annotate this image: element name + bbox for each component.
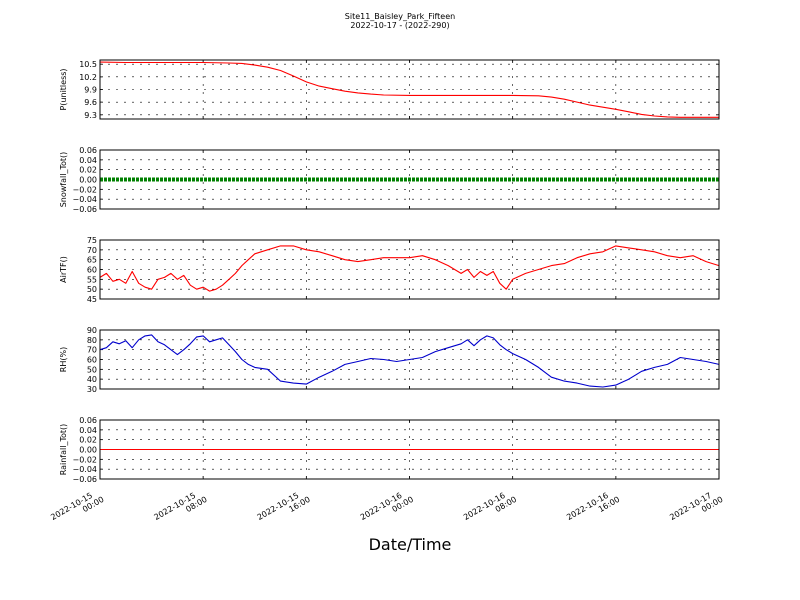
x-tick-label: 2022-10-1616:00 [565, 487, 621, 530]
y-tick-label: 0.04 [79, 426, 97, 435]
y-axis-label: Rainfall_Tot() [59, 424, 68, 476]
y-tick-label: 9.9 [84, 86, 97, 95]
y-tick-label: 10.5 [79, 60, 97, 69]
y-tick-label: 0.00 [79, 176, 97, 185]
panel-frame [99, 419, 720, 480]
x-tick-label: 2022-10-1516:00 [256, 487, 312, 530]
y-axis-label: Snowfall_Tot() [59, 152, 68, 208]
series-line [99, 61, 719, 118]
y-tick-label: −0.02 [72, 455, 97, 464]
figure-title: Site11_Baisley_Park_Fifteen [345, 12, 455, 21]
panel-2: 0.060.040.020.00−0.02−0.04−0.06 Snowfall_… [59, 146, 720, 214]
y-tick-label: 0.00 [79, 446, 97, 455]
y-tick-label: 45 [87, 295, 97, 304]
y-tick-label: 55 [87, 275, 97, 284]
y-tick-label: 0.06 [79, 416, 97, 425]
chart-panels: 10.510.29.99.69.3P(unitless)0.060.040.02… [59, 59, 720, 484]
y-tick-label: 65 [87, 256, 97, 265]
y-tick-label: 60 [87, 356, 97, 365]
x-tick-label: 2022-10-1508:00 [152, 487, 208, 530]
y-tick-label: 0.02 [79, 166, 97, 175]
y-tick-label: 40 [87, 375, 97, 384]
y-tick-label: −0.06 [72, 205, 97, 214]
panel-1: 10.5 10.2 9.9 9.6 9.3 P(unitless) [59, 59, 720, 120]
panel-frame [99, 329, 720, 390]
x-tick-label: 2022-10-1500:00 [49, 487, 105, 530]
y-axis-label: AirTF() [59, 256, 68, 283]
panel-frame [99, 239, 720, 300]
y-tick-label: 70 [87, 346, 97, 355]
x-tick-label: 2022-10-1608:00 [462, 487, 518, 530]
x-axis-label: Date/Time [369, 535, 452, 554]
y-tick-label: 75 [87, 236, 97, 245]
y-tick-label: −0.04 [72, 195, 97, 204]
y-tick-label: 90 [87, 326, 97, 335]
y-tick-label: 50 [87, 285, 97, 294]
x-tick-label: 2022-10-1700:00 [668, 487, 724, 530]
y-tick-label: 30 [87, 385, 97, 394]
series-line [99, 245, 720, 292]
y-tick-label: 9.6 [84, 98, 97, 107]
y-tick-label: 0.02 [79, 436, 97, 445]
y-tick-label: 0.06 [79, 146, 97, 155]
y-tick-label: 60 [87, 266, 97, 275]
y-axis-label: P(unitless) [59, 68, 68, 110]
x-tick-label: 2022-10-1600:00 [359, 487, 415, 530]
y-tick-label: 10.2 [79, 73, 97, 82]
panel-frame [99, 149, 720, 210]
y-tick-label: 0.04 [79, 156, 97, 165]
x-axis-ticks: 2022-10-1500:00 2022-10-1508:00 2022-10-15… [49, 487, 724, 530]
y-tick-label: −0.06 [72, 475, 97, 484]
y-tick-label: 9.3 [84, 111, 97, 120]
y-tick-label: −0.02 [72, 185, 97, 194]
y-tick-label: 70 [87, 246, 97, 255]
y-tick-label: 50 [87, 365, 97, 374]
y-tick-label: 80 [87, 336, 97, 345]
series-line [99, 334, 720, 388]
panel-frame [99, 59, 720, 120]
panel-5: 0.060.040.020.00−0.02−0.04−0.06 Rainfall_… [59, 416, 720, 484]
y-tick-label: −0.04 [72, 465, 97, 474]
figure-subtitle: 2022-10-17 - (2022-290) [350, 21, 449, 30]
y-axis-label: RH(%) [59, 347, 68, 372]
